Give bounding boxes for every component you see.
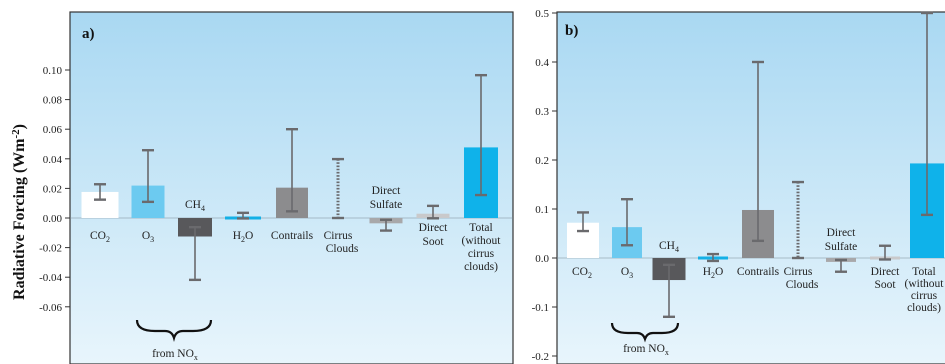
errorbar-co2-a (94, 183, 106, 201)
errorbar-ch4-b (663, 263, 675, 318)
y-tick-label: 0.02 (43, 183, 62, 195)
errorbar-contrails-a (286, 127, 298, 213)
label-soot-b: Direct Soot (871, 266, 901, 291)
y-tick-label: 0.0 (535, 253, 549, 265)
y-tick-label: -0.2 (532, 351, 549, 363)
label-h2o-b: H2O (703, 266, 724, 280)
panel-b-label: b) (565, 23, 578, 39)
y-tick-label: 0.08 (43, 95, 63, 107)
label-contrails-b: Contrails (737, 266, 780, 278)
errorbar-total-b (921, 11, 933, 217)
label-co2-a: CO2 (90, 230, 110, 244)
y-tick-label: 0.5 (535, 8, 549, 20)
errorbar-direct-sulfate-b (835, 258, 847, 273)
errorbar-o3-b (621, 197, 633, 247)
errorbar-direct-soot-b (879, 244, 891, 261)
label-total-a: Total (without cirrus clouds) (462, 222, 502, 273)
y-tick-label: 0.10 (43, 65, 63, 77)
y-tick-label: 0.2 (535, 155, 549, 167)
y-tick-label: 0.06 (43, 124, 63, 136)
errorbar-o3-a (142, 149, 154, 204)
label-ch4-b: CH4 (659, 240, 679, 254)
y-tick-label: 0.1 (535, 204, 549, 216)
panel-a-bars (81, 73, 498, 282)
y-axis-label: Radiative Forcing (Wm-2) (10, 124, 28, 300)
label-sulfate-b: Direct Sulfate (825, 227, 858, 253)
y-tick-label: 0.3 (535, 106, 549, 118)
panel-b-bars (567, 11, 944, 318)
y-tick-label: 0.04 (43, 154, 63, 166)
label-cirrus-b: Cirrus Clouds (784, 266, 819, 291)
label-total-b: Total (without cirrus clouds) (905, 266, 945, 314)
errorbar-co2-b (577, 211, 589, 233)
label-cirrus-a: Cirrus Clouds (324, 230, 359, 255)
panel-b-nox-brace (610, 322, 680, 343)
errorbar-h2o-a (237, 211, 249, 220)
panel-a: a) 0.10 0.08 0.06 0.04 0.02 0.00 -0.02 -0.04 -0.… (39, 11, 514, 364)
y-tick-label: 0.00 (43, 213, 63, 225)
label-sulfate-a: Direct Sulfate (370, 185, 403, 211)
errorbar-h2o-b (707, 252, 719, 263)
errorbar-cirrus-clouds-a (332, 157, 344, 220)
y-tick-label: 0.4 (535, 57, 549, 69)
panel-a-label: a) (82, 26, 95, 42)
errorbar-total-a (475, 73, 487, 197)
errorbar-ch4-a (189, 225, 201, 282)
y-tick-label: -0.04 (39, 272, 62, 284)
label-soot-a: Direct Soot (419, 222, 449, 248)
panel-b-category-labels: CO2 O3 CH4 H2O Contrails Cirrus Clouds Di… (572, 227, 944, 314)
label-contrails-a: Contrails (271, 230, 314, 242)
panel-a-nox-annotation: from NOx (152, 348, 198, 362)
errorbar-direct-soot-a (427, 204, 439, 220)
panel-b: b) 0.5 0.4 0.3 0.2 0.1 0.0 -0.1 -0.2 CO2 O3 CH4… (532, 8, 945, 364)
panel-b-nox-annotation: from NOx (623, 343, 669, 357)
errorbar-cirrus-clouds-b (792, 180, 804, 260)
panel-a-nox-brace (135, 319, 213, 342)
label-h2o-a: H2O (233, 230, 254, 244)
y-tick-label: -0.02 (39, 243, 62, 255)
errorbar-direct-sulfate-a (380, 218, 392, 232)
label-co2-b: CO2 (572, 266, 592, 280)
panel-b-plot-area (556, 11, 945, 364)
y-tick-label: -0.1 (532, 302, 549, 314)
label-o3-b: O3 (621, 266, 633, 280)
label-ch4-a: CH4 (185, 199, 205, 213)
errorbar-contrails-b (752, 60, 764, 243)
y-tick-label: -0.06 (39, 302, 62, 314)
panel-a-category-labels: CO2 O3 CH4 H2O Contrails Cirrus Clouds Di… (90, 185, 501, 273)
label-o3-a: O3 (142, 230, 154, 244)
